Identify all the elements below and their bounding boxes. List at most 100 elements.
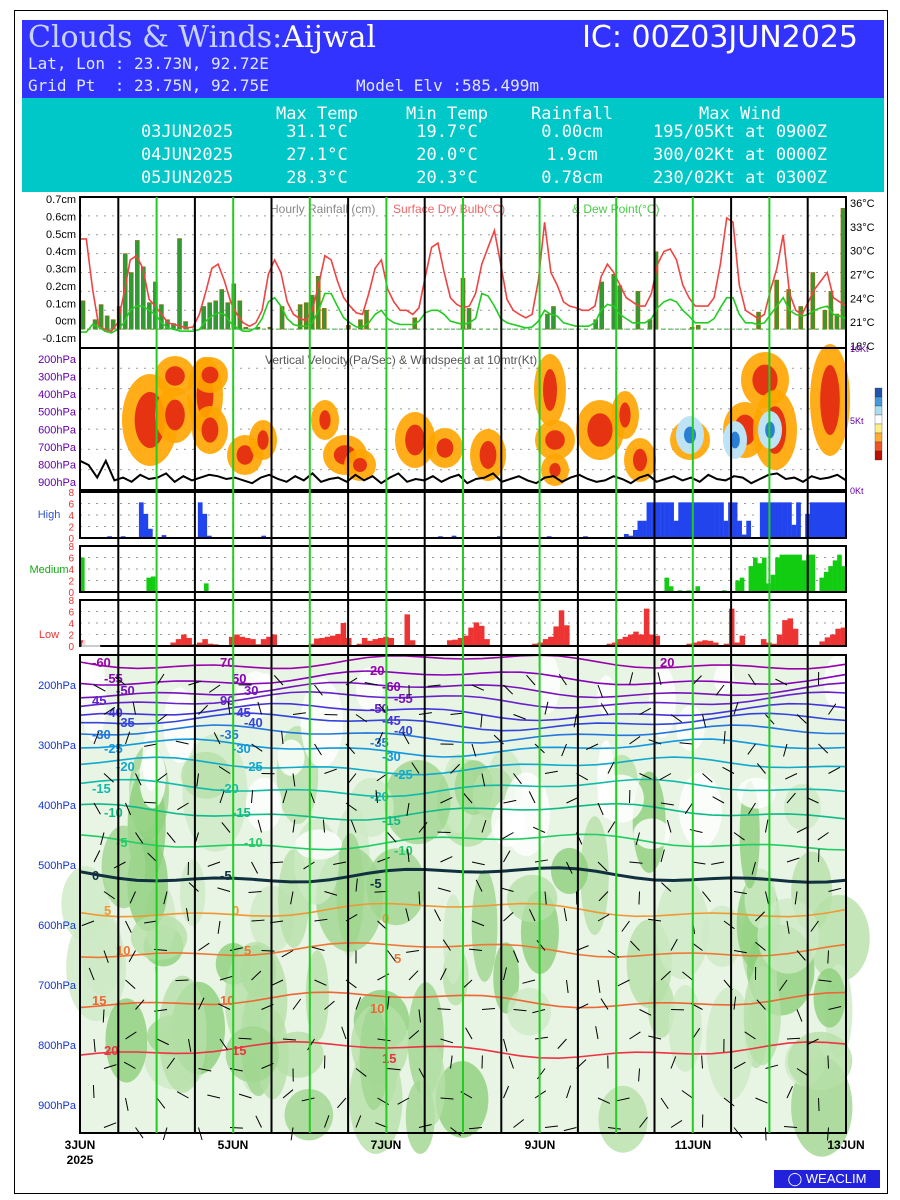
colorbar-cell <box>874 423 883 434</box>
wind-barb <box>440 1097 454 1100</box>
wind-barb <box>775 678 788 686</box>
wind-barb <box>755 941 766 951</box>
wind-barb <box>100 832 105 846</box>
contour-label: 50 <box>232 671 246 686</box>
wind-barb <box>702 773 713 783</box>
contour-label: 15 <box>232 1043 246 1058</box>
y-tick-label: 400hPa <box>38 389 77 401</box>
humidity-patch <box>105 998 148 1083</box>
wind-barb <box>765 1064 779 1069</box>
wind-barb <box>251 861 259 874</box>
x-tick-label: 9JUN <box>525 1138 556 1152</box>
humidity-patch <box>743 965 781 1066</box>
wind-barb <box>355 1115 362 1128</box>
wind-barb <box>387 832 397 843</box>
cloud-bar <box>409 640 416 646</box>
contour-label: 0 <box>232 903 239 918</box>
y-tick-label: 6 <box>68 554 74 565</box>
wind-barb <box>93 850 101 863</box>
dry-patch <box>295 829 342 860</box>
y-tick-label: 500hPa <box>38 407 77 419</box>
cloud-bar <box>732 502 738 538</box>
rain-bar <box>810 272 816 330</box>
wind-barb <box>513 1009 527 1012</box>
cloud-bar <box>782 620 788 646</box>
wind-barb <box>156 673 165 686</box>
wind-barb <box>143 801 158 804</box>
humidity-patch <box>706 987 754 1101</box>
wind-barb <box>607 1127 621 1130</box>
wind-barb <box>198 704 209 715</box>
wind-barb <box>528 909 536 922</box>
wind-barb <box>166 1057 176 1069</box>
wind-barb <box>144 743 158 747</box>
contour-label: -45 <box>232 705 251 720</box>
wind-barb <box>341 1026 347 1040</box>
cloud-bar <box>809 502 815 538</box>
x-tick-label: 11JUN <box>675 1138 712 1152</box>
rain-bar <box>219 289 225 330</box>
wind-barb <box>733 832 745 841</box>
cloud-bar <box>691 642 698 646</box>
cloud-bar <box>628 535 634 538</box>
cloud-bar <box>651 502 656 538</box>
header-bar: Clouds & Winds:Aijwal IC: 00Z03JUN2025 L… <box>22 20 884 98</box>
wind-barb <box>480 714 483 728</box>
cloud-bar <box>787 618 794 646</box>
wind-barb <box>229 1068 243 1072</box>
cloud-bar <box>207 643 214 646</box>
cloud-bar <box>801 560 807 592</box>
updraft-core <box>587 413 613 447</box>
wind-barb <box>661 882 672 892</box>
updraft-core <box>479 441 497 469</box>
y-tick-label: 600hPa <box>38 920 77 932</box>
y-tick-label: 0.7cm <box>46 194 76 206</box>
cloud-bar <box>553 626 559 646</box>
row-date: 03JUN2025 <box>140 122 234 142</box>
cloud-bar <box>775 557 780 592</box>
cloud-bar <box>161 535 167 538</box>
panel-title: Vertical Velocity(Pa/Sec) & Windspeed at… <box>265 353 537 367</box>
wind-barb <box>219 1038 228 1050</box>
cloud-bar <box>669 502 674 538</box>
cloud-bar <box>818 502 824 538</box>
logo-text: WEACLIM <box>805 1171 867 1186</box>
humidity-patch <box>305 950 329 1041</box>
rain-bar <box>840 208 846 330</box>
wind-barb <box>255 1115 262 1128</box>
wind-barb <box>600 703 609 715</box>
rain-bar <box>611 274 617 330</box>
row-wind: 195/05Kt at 0900Z <box>653 122 827 142</box>
wind-barb <box>503 911 514 922</box>
humidity-patch <box>383 759 451 845</box>
humidity-patch <box>359 1006 388 1110</box>
rain-bar <box>128 272 134 330</box>
cloud-bar <box>147 528 153 538</box>
cloud-bar <box>143 513 149 538</box>
cloud-bar <box>261 535 267 538</box>
wind-barb <box>185 908 189 922</box>
cloud-bar <box>835 628 841 646</box>
wind-barb <box>125 1031 137 1040</box>
cloud-bar <box>678 502 684 538</box>
x-tick-year: 2025 <box>67 1153 94 1167</box>
wind-barb <box>733 950 747 954</box>
wind-barb <box>103 706 116 715</box>
rain-bar <box>237 300 243 330</box>
wind-barb <box>783 1126 798 1128</box>
wind-barb <box>292 712 306 715</box>
wind-barb <box>188 882 199 892</box>
wind-barb <box>92 1084 95 1099</box>
wind-barb <box>307 1038 315 1051</box>
cloud-bar <box>468 627 474 646</box>
wind-barb <box>639 773 652 780</box>
cloud-bar <box>792 628 799 646</box>
wind-barb <box>566 861 573 874</box>
wind-barb <box>125 1097 129 1111</box>
dry-patch <box>737 777 776 809</box>
wind-barb <box>257 819 262 833</box>
y-tick-label: 8 <box>68 542 74 553</box>
cloud-bar <box>719 502 724 538</box>
wind-barb <box>566 979 569 993</box>
weaclim-logo: ◯ WEACLIM <box>774 1170 880 1188</box>
